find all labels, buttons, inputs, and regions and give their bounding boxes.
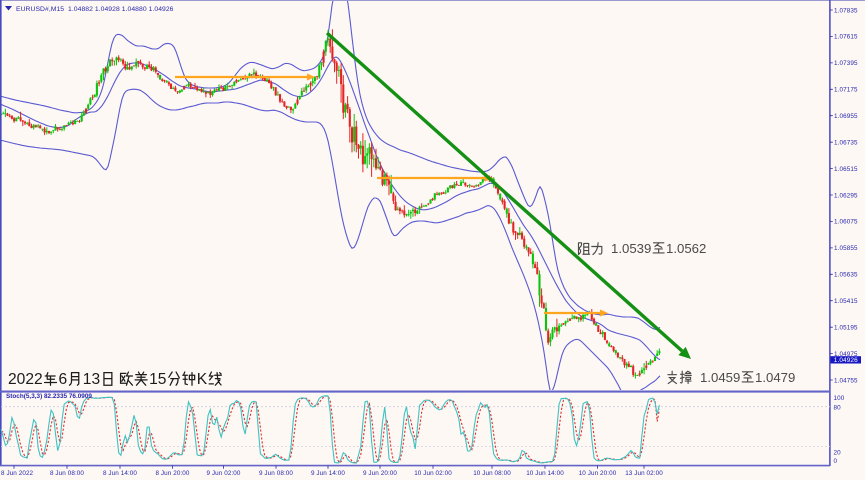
svg-text:1.07395: 1.07395	[834, 60, 858, 67]
svg-text:80: 80	[834, 404, 842, 411]
svg-text:1.06955: 1.06955	[834, 113, 858, 120]
svg-text:1.05415: 1.05415	[834, 298, 858, 305]
svg-text:1.04975: 1.04975	[834, 351, 858, 358]
svg-text:1.0479: 1.0479	[755, 370, 795, 385]
svg-text:10 Jun 14:00: 10 Jun 14:00	[526, 470, 564, 477]
svg-text:1.05855: 1.05855	[834, 245, 858, 252]
svg-text:1.07175: 1.07175	[834, 87, 858, 94]
svg-text:8 Jun 20:00: 8 Jun 20:00	[155, 470, 189, 477]
svg-text:8 Jun 08:00: 8 Jun 08:00	[50, 470, 84, 477]
svg-text:EURUSD#,M15 1.04882 1.04928 1: EURUSD#,M15 1.04882 1.04928 1.04880 1.04…	[16, 6, 174, 13]
svg-text:9 Jun 20:00: 9 Jun 20:00	[363, 470, 397, 477]
svg-text:1.05195: 1.05195	[834, 325, 858, 332]
svg-text:1.07835: 1.07835	[834, 7, 858, 14]
svg-text:1.06515: 1.06515	[834, 166, 858, 173]
svg-text:13 Jun 02:00: 13 Jun 02:00	[625, 470, 663, 477]
svg-text:10 Jun 20:00: 10 Jun 20:00	[579, 470, 617, 477]
svg-text:1.06075: 1.06075	[834, 219, 858, 226]
svg-text:8 Jun 14:00: 8 Jun 14:00	[103, 470, 137, 477]
svg-text:1.04926: 1.04926	[834, 357, 858, 364]
svg-text:9 Jun 02:00: 9 Jun 02:00	[206, 470, 240, 477]
svg-text:1.06295: 1.06295	[834, 192, 858, 199]
svg-text:K: K	[197, 371, 208, 388]
svg-text:10 Jun 08:00: 10 Jun 08:00	[473, 470, 511, 477]
svg-text:2022: 2022	[8, 371, 43, 388]
svg-text:8 Jun 2022: 8 Jun 2022	[1, 470, 34, 477]
svg-text:20: 20	[834, 449, 842, 456]
svg-text:15: 15	[149, 371, 167, 388]
svg-text:1.0459: 1.0459	[700, 370, 740, 385]
svg-text:1.05635: 1.05635	[834, 272, 858, 279]
svg-text:9 Jun 08:00: 9 Jun 08:00	[259, 470, 293, 477]
svg-text:Stoch(5,3,3) 82.2335 76.0909: Stoch(5,3,3) 82.2335 76.0909	[6, 393, 92, 400]
svg-text:10 Jun 02:00: 10 Jun 02:00	[414, 470, 452, 477]
svg-text:6: 6	[59, 371, 68, 388]
svg-text:0: 0	[834, 458, 838, 465]
svg-text:1.06735: 1.06735	[834, 140, 858, 147]
svg-text:1.0562: 1.0562	[666, 241, 706, 256]
svg-text:1.04755: 1.04755	[834, 377, 858, 384]
svg-text:1.0539: 1.0539	[611, 241, 651, 256]
svg-text:1.07615: 1.07615	[834, 34, 858, 41]
svg-text:100: 100	[834, 395, 845, 402]
svg-text:13: 13	[83, 371, 100, 388]
svg-text:9 Jun 14:00: 9 Jun 14:00	[311, 470, 345, 477]
